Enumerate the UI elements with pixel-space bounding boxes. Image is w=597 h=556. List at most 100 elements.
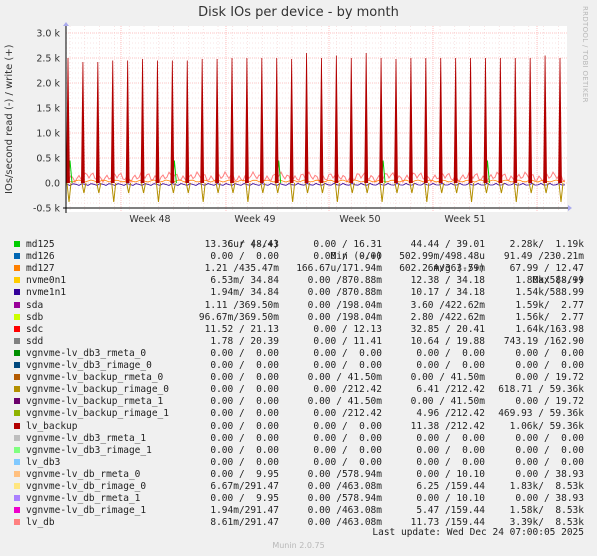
series-line-backup-read [305,182,311,194]
legend-swatch [14,422,20,429]
series-line-backup-read [379,182,385,203]
legend-header-min: Min (-/+) [330,251,382,262]
series-line-lv-backup [409,57,413,184]
legend-name: vgnvme-lv_db_rmeta_1 [26,493,141,505]
legend-max: 469.93 / 59.36k [498,408,584,420]
legend-cur: 0.00 / 0.00 [210,432,279,444]
series-line-backup-read [334,182,340,203]
legend-header-cur: Cur (-/+) [227,239,279,250]
legend-name: nvme0n1 [26,275,67,287]
series-line-backup-read [66,182,72,203]
legend-avg: 0.00 / 41.50m [410,396,485,408]
legend-min: 0.00 / 0.00 [313,432,382,444]
legend-swatch [14,337,20,344]
legend-name: vgnvme-lv_backup_rimage_1 [26,408,169,420]
legend-max: 743.19 /162.90 [503,335,584,347]
legend-swatch [14,507,20,514]
series-line-lv-backup [423,57,428,184]
legend-min: 0.00 /463.08m [307,505,382,517]
legend-min: 0.00 / 0.00 [313,347,382,359]
series-line-lv-backup [110,60,115,184]
legend-row: vgnvme-lv_db3_rmeta_1 0.00 / 0.00 0.00 / 0… [0,433,597,445]
series-line-backup-read [260,182,266,194]
legend-max: 1.80k/588.99 [515,275,584,287]
legend-max: 1.56k/ 2.77 [515,311,584,323]
legend-cur: 6.53m/ 34.84 [210,275,279,287]
legend-row: vgnvme-lv_db_rmeta_0 0.00 / 9.95 0.00 /578… [0,469,597,481]
legend-name: vgnvme-lv_backup_rimage_0 [26,384,169,396]
legend-avg: 10.17 / 34.18 [410,287,485,299]
series-line-lv-backup [81,61,85,184]
legend-cur: 0.00 / 0.00 [210,420,279,432]
legend-avg: 0.00 / 10.10 [416,493,485,505]
legend-avg: 0.00 / 0.00 [416,360,485,371]
x-tick-label: Week 50 [339,214,380,225]
legend-name: vgnvme-lv_backup_rmeta_1 [26,396,164,408]
legend-row: sdc 11.52 / 21.13 0.00 / 12.13 32.85 / 20.4… [0,324,597,336]
legend-name: vgnvme-lv_db3_rimage_0 [26,360,152,371]
series-line-md127 [66,179,566,183]
legend-min: 0.00 / 11.41 [313,335,382,347]
legend-row: sdd 1.78 / 20.39 0.00 / 11.41 10.64 / 19.88… [0,336,597,348]
series-line-backup-read [319,182,325,194]
legend-name: md126 [26,251,55,263]
legend-cur: 0.00 / 0.00 [210,456,279,468]
legend-max: 0.00 / 0.00 [515,444,584,456]
legend-row: vgnvme-lv_backup_rmeta_0 0.00 / 0.00 0.00 … [0,372,597,384]
legend-avg: 602.26m/363.59m [399,263,485,275]
x-ticks: Week 48 Week 49 Week 50 Week 51 [129,214,485,225]
series-line-backup-read [454,182,460,194]
series-line-lv-backup [438,57,443,184]
series-line-backup-read [394,182,400,194]
legend-max: 1.59k/ 2.77 [515,299,584,311]
series-line-backup-read [409,182,415,194]
series-line-lv-backup [215,58,219,184]
legend-avg: 502.99m/498.48u [399,251,485,263]
legend-max: 0.00 / 19.72 [515,396,584,408]
legend-header-max: Max (-/+) [532,275,584,286]
legend-max: 0.00 / 38.93 [515,493,584,505]
legend-name: lv_db [26,517,55,529]
legend-swatch [14,458,20,465]
legend-max: 0.00 / 38.93 [515,468,584,480]
y-tick-label: 2.5 k [36,54,60,65]
legend-max: 1.54k/588.99 [515,287,584,299]
series-line-lv-backup [319,57,324,184]
legend-name: sdb [26,311,44,323]
legend-swatch [14,241,20,247]
legend-min: 0.00 / 0.00 [313,456,382,468]
legend-max: 0.00 / 19.72 [515,372,584,384]
legend-swatch [14,374,20,381]
series-line-backup-read [275,182,281,194]
legend-max: 3.39k/ 8.53k [509,517,584,529]
series-line-backup-read [141,182,147,194]
legend-cur: 6.67m/291.47 [210,481,279,492]
legend-max: 67.99 / 12.47 [509,263,584,275]
legend-cur: 1.78 / 20.39 [210,335,279,347]
legend-max: 0.00 / 0.00 [515,347,584,359]
legend-row: vgnvme-lv_backup_rimage_1 0.00 / 0.00 0.00… [0,408,597,420]
legend-min: 0.00 / 0.00 [313,251,382,263]
series-line-nvme1n1 [66,183,566,186]
series-line-lv-backup [558,57,562,184]
legend-avg: 4.96 /212.42 [416,408,485,420]
series-line-lv-backup [125,60,130,184]
legend-cur: 1.11 /369.50m [204,299,279,311]
legend-max: 0.00 / 0.00 [515,360,584,371]
legend-max: 1.83k/ 8.53k [509,481,584,492]
legend-name: md127 [26,263,55,275]
legend-max: 1.06k/ 59.36k [509,420,584,432]
legend-max: 91.49 /230.21m [503,251,584,263]
legend-min: 0.00 /463.08m [307,481,382,492]
legend-min: 0.00 / 0.00 [313,360,382,371]
x-tick-label: Week 51 [444,214,485,225]
legend-header-avg: Avg (-/+) [433,263,485,274]
legend-row: vgnvme-lv_db_rimage_0 6.67m/291.47 0.00 /4… [0,481,597,493]
legend-swatch [14,434,20,441]
legend-swatch [14,253,20,260]
legend-row: lv_db3 0.00 / 0.00 0.00 / 0.00 0.00 / 0.00 0… [0,457,597,469]
legend-swatch [14,301,20,308]
legend-swatch [14,495,20,502]
series-line-backup-read [185,182,191,194]
legend-min: 0.00 / 12.13 [313,323,382,335]
